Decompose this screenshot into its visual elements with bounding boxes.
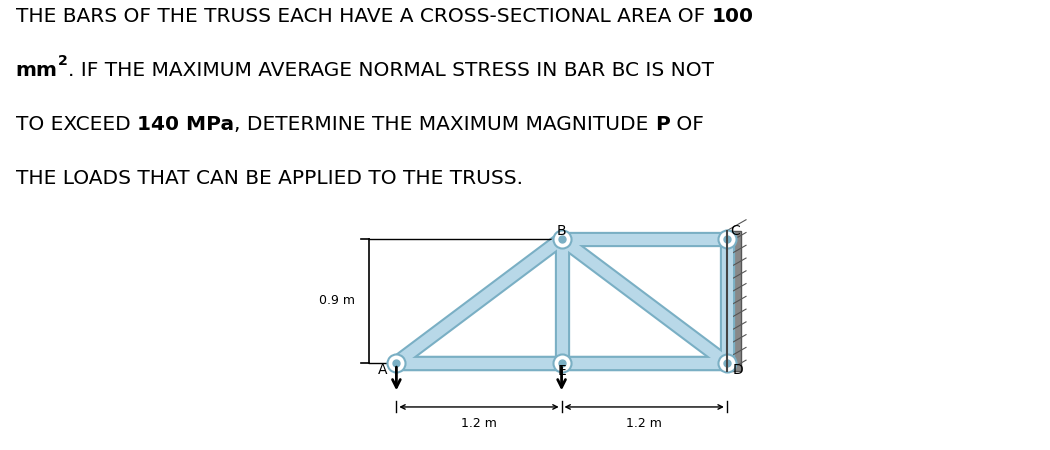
Text: OF: OF <box>670 115 704 134</box>
Text: 1.2 m: 1.2 m <box>626 417 663 430</box>
Text: . IF THE MAXIMUM AVERAGE NORMAL STRESS IN BAR BC IS NOT: . IF THE MAXIMUM AVERAGE NORMAL STRESS I… <box>67 61 714 80</box>
Text: P: P <box>655 115 670 134</box>
Text: , DETERMINE THE MAXIMUM MAGNITUDE: , DETERMINE THE MAXIMUM MAGNITUDE <box>234 115 655 134</box>
Text: THE BARS OF THE TRUSS EACH HAVE A CROSS-SECTIONAL AREA OF: THE BARS OF THE TRUSS EACH HAVE A CROSS-… <box>16 7 712 26</box>
Text: A: A <box>378 363 387 377</box>
Text: mm: mm <box>16 61 58 80</box>
Text: B: B <box>556 224 566 238</box>
Text: 140 MPa: 140 MPa <box>136 115 234 134</box>
Text: D: D <box>733 363 743 377</box>
Text: TO EXCEED: TO EXCEED <box>16 115 136 134</box>
Text: 100: 100 <box>712 7 754 26</box>
Text: 1.2 m: 1.2 m <box>461 417 497 430</box>
Text: C: C <box>730 224 740 238</box>
Text: 0.9 m: 0.9 m <box>319 294 355 307</box>
Text: E: E <box>558 364 566 378</box>
Bar <box>727 231 740 371</box>
Text: 2: 2 <box>58 54 67 68</box>
Text: THE LOADS THAT CAN BE APPLIED TO THE TRUSS.: THE LOADS THAT CAN BE APPLIED TO THE TRU… <box>16 169 523 188</box>
